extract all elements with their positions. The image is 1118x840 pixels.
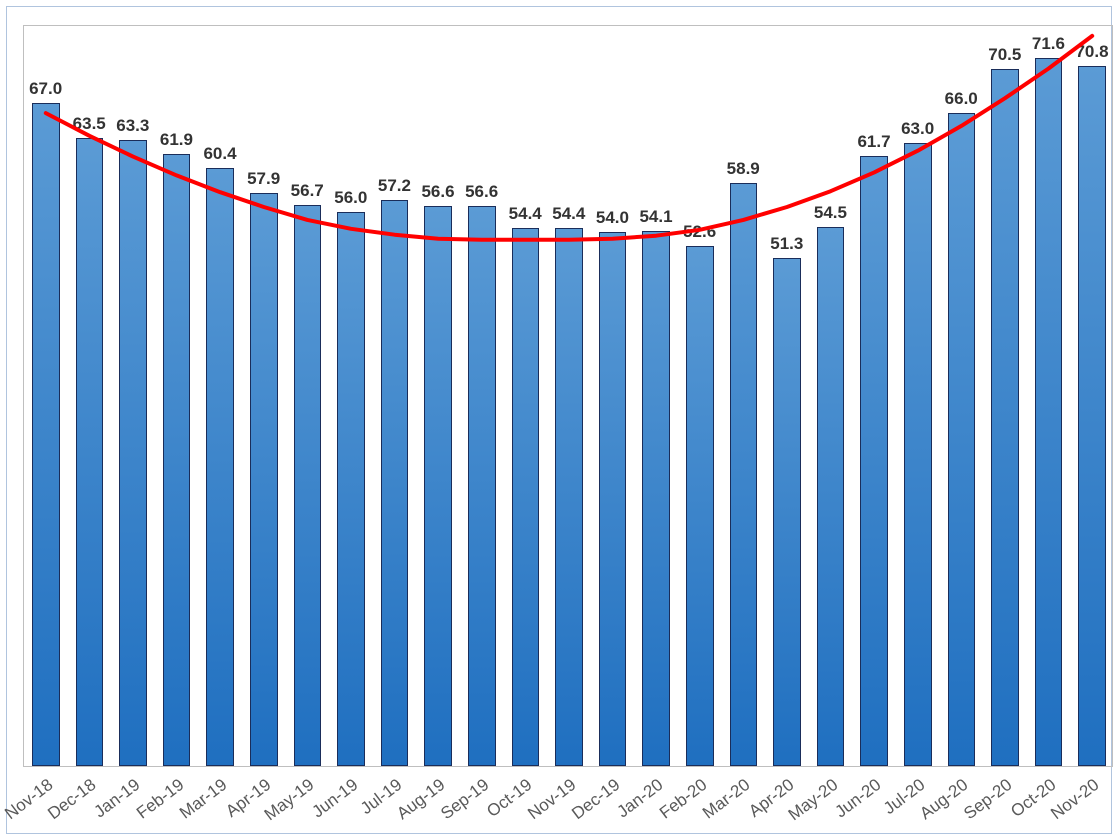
bar bbox=[860, 156, 887, 766]
data-label: 61.9 bbox=[160, 130, 193, 150]
bar bbox=[294, 205, 321, 766]
x-axis-label: Dec-18 bbox=[45, 775, 101, 824]
x-axis-label: Sep-20 bbox=[960, 775, 1016, 824]
data-label: 70.8 bbox=[1075, 42, 1108, 62]
bar bbox=[119, 140, 146, 766]
data-label: 67.0 bbox=[29, 79, 62, 99]
data-label: 71.6 bbox=[1032, 34, 1065, 54]
x-axis-label: Aug-20 bbox=[917, 775, 973, 824]
data-label: 54.1 bbox=[639, 207, 672, 227]
x-axis-label: May-19 bbox=[261, 775, 318, 825]
bar bbox=[381, 200, 408, 766]
data-label: 60.4 bbox=[203, 144, 236, 164]
x-axis-label: Mar-20 bbox=[699, 775, 754, 823]
data-label: 56.7 bbox=[291, 181, 324, 201]
x-axis-label: Dec-19 bbox=[568, 775, 624, 824]
bar bbox=[468, 206, 495, 766]
bar bbox=[904, 143, 931, 766]
plot-area: 67.0 63.5 63.3 61.9 60.4 57.9 56.7 56.0 57.2 56.6… bbox=[23, 25, 1113, 767]
bar bbox=[599, 232, 626, 766]
data-label: 61.7 bbox=[857, 132, 890, 152]
x-axis-label: Jan-19 bbox=[90, 775, 144, 822]
data-label: 54.4 bbox=[552, 204, 585, 224]
bar bbox=[642, 231, 669, 766]
x-axis-label: Sep-19 bbox=[437, 775, 493, 824]
data-label: 52.6 bbox=[683, 222, 716, 242]
data-label: 63.3 bbox=[116, 116, 149, 136]
data-label: 63.5 bbox=[73, 114, 106, 134]
bar bbox=[555, 228, 582, 766]
data-label: 56.6 bbox=[465, 182, 498, 202]
data-label: 56.6 bbox=[421, 182, 454, 202]
bar bbox=[250, 193, 277, 766]
bar bbox=[686, 246, 713, 766]
x-axis-label: Jun-19 bbox=[308, 775, 362, 822]
x-axis-label: Mar-19 bbox=[176, 775, 231, 823]
data-label: 56.0 bbox=[334, 188, 367, 208]
data-label: 54.4 bbox=[509, 204, 542, 224]
bar bbox=[512, 228, 539, 766]
data-label: 54.5 bbox=[814, 203, 847, 223]
x-axis-label: Nov-19 bbox=[524, 775, 580, 824]
data-label: 57.2 bbox=[378, 176, 411, 196]
data-label: 66.0 bbox=[945, 89, 978, 109]
bar bbox=[817, 227, 844, 766]
x-axis-label: Nov-18 bbox=[1, 775, 57, 824]
bar bbox=[163, 154, 190, 766]
bar bbox=[1078, 66, 1105, 766]
data-label: 57.9 bbox=[247, 169, 280, 189]
bar bbox=[948, 113, 975, 766]
x-axis-label: Nov-20 bbox=[1047, 775, 1103, 824]
x-axis-label: Feb-19 bbox=[133, 775, 188, 823]
data-label: 51.3 bbox=[770, 234, 803, 254]
data-label: 63.0 bbox=[901, 119, 934, 139]
x-axis-label: Jun-20 bbox=[832, 775, 886, 822]
bar bbox=[206, 168, 233, 766]
x-axis-label: May-20 bbox=[784, 775, 841, 825]
bar bbox=[337, 212, 364, 766]
bar bbox=[991, 69, 1018, 766]
x-axis-label: Jan-20 bbox=[614, 775, 668, 822]
bar bbox=[1035, 58, 1062, 766]
bar bbox=[730, 183, 757, 766]
bar bbox=[773, 258, 800, 766]
bar bbox=[32, 103, 59, 766]
chart-frame: 67.0 63.5 63.3 61.9 60.4 57.9 56.7 56.0 57.2 56.6… bbox=[6, 6, 1112, 834]
data-label: 58.9 bbox=[727, 159, 760, 179]
data-label: 54.0 bbox=[596, 208, 629, 228]
bar-series: 67.0 63.5 63.3 61.9 60.4 57.9 56.7 56.0 57.2 56.6… bbox=[24, 26, 1112, 766]
bar bbox=[424, 206, 451, 766]
x-axis-label: Feb-20 bbox=[656, 775, 711, 823]
x-axis-label: Aug-19 bbox=[393, 775, 449, 824]
bar bbox=[76, 138, 103, 766]
data-label: 70.5 bbox=[988, 45, 1021, 65]
